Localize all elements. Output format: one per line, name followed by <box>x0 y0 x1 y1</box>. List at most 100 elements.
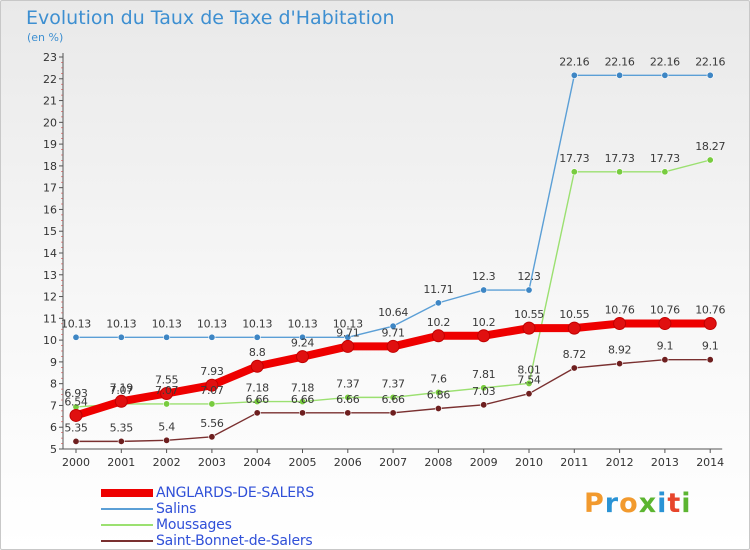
data-point <box>480 286 488 294</box>
data-label: 6.66 <box>291 393 315 406</box>
data-point <box>163 333 171 341</box>
data-label: 6.93 <box>64 387 88 400</box>
data-label: 10.13 <box>288 317 318 330</box>
logo-letter: i <box>657 488 668 519</box>
data-label: 10.13 <box>333 317 363 330</box>
legend-label: ANGLARDS-DE-SALERS <box>156 485 315 501</box>
y-tick-label: 19 <box>43 138 57 151</box>
data-point <box>661 71 669 79</box>
data-point <box>208 400 216 408</box>
data-label: 10.13 <box>242 317 272 330</box>
logo-letter: r <box>604 488 620 519</box>
data-label: 7.07 <box>200 384 224 397</box>
data-point <box>205 378 219 392</box>
data-label: 22.16 <box>695 55 725 68</box>
data-point <box>341 339 355 353</box>
y-tick-label: 7 <box>50 399 57 412</box>
data-label: 10.13 <box>61 317 91 330</box>
data-point <box>525 390 533 398</box>
data-label: 10.13 <box>106 317 136 330</box>
y-tick-label: 23 <box>43 51 57 64</box>
data-point <box>253 333 261 341</box>
y-tick-label: 20 <box>43 116 57 129</box>
data-point <box>525 379 533 387</box>
data-point <box>163 436 171 444</box>
data-label: 5.4 <box>158 420 175 433</box>
legend-item: Moussages <box>101 517 314 533</box>
y-tick-label: 18 <box>43 160 57 173</box>
data-point <box>72 437 80 445</box>
data-label: 7.18 <box>246 382 270 395</box>
data-label: 9.24 <box>291 337 315 350</box>
y-tick-label: 12 <box>43 291 57 304</box>
data-label: 10.55 <box>559 308 589 321</box>
data-point <box>296 350 309 364</box>
data-label: 6.66 <box>246 393 270 406</box>
data-label: 7.37 <box>336 377 360 390</box>
data-point <box>298 398 306 406</box>
data-point <box>567 321 581 335</box>
data-label: 18.27 <box>695 140 725 153</box>
data-label: 10.55 <box>514 308 544 321</box>
data-point <box>117 333 125 341</box>
data-label: 7.81 <box>472 368 495 381</box>
logo-letter: P <box>584 488 605 519</box>
data-label: 10.76 <box>650 304 680 317</box>
x-tick-label: 2011 <box>560 456 588 469</box>
data-point <box>344 409 352 417</box>
data-point <box>160 386 174 400</box>
data-point <box>477 329 491 343</box>
legend-swatch <box>101 540 153 542</box>
chart-title: Evolution du Taux de Taxe d'Habitation <box>26 7 395 29</box>
legend: ANGLARDS-DE-SALERS Salins Moussages Saint-B… <box>101 485 314 549</box>
data-label: 22.16 <box>605 55 635 68</box>
y-tick-label: 10 <box>43 334 57 347</box>
x-tick-label: 2000 <box>62 456 90 469</box>
data-label: 7.07 <box>110 384 134 397</box>
data-label: 10.76 <box>605 304 635 317</box>
x-tick-label: 2005 <box>289 456 317 469</box>
data-label: 6.66 <box>381 393 405 406</box>
data-point <box>616 360 624 368</box>
x-tick-label: 2007 <box>379 456 407 469</box>
logo-letter: x <box>638 488 658 519</box>
data-label: 7.55 <box>155 373 179 386</box>
series-line <box>75 74 711 338</box>
data-label: 12.3 <box>472 270 496 283</box>
legend-item: Salins <box>101 501 314 517</box>
data-label: 7.03 <box>472 385 496 398</box>
data-point <box>570 71 578 79</box>
data-label: 9.1 <box>657 340 674 353</box>
data-point <box>208 333 216 341</box>
proxiti-logo: Proxiti <box>584 488 692 519</box>
data-label: 5.35 <box>64 421 88 434</box>
data-label: 10.76 <box>695 304 725 317</box>
data-label: 5.35 <box>110 421 134 434</box>
data-point <box>706 356 714 364</box>
data-point <box>69 408 83 422</box>
data-point <box>250 359 264 373</box>
data-label: 10.13 <box>197 317 227 330</box>
data-point <box>431 329 445 343</box>
data-point <box>344 393 352 401</box>
data-point <box>389 322 397 330</box>
data-point <box>570 168 578 176</box>
legend-swatch <box>101 524 153 526</box>
data-point <box>389 393 397 401</box>
data-label: 17.73 <box>605 152 635 165</box>
data-point <box>661 168 669 176</box>
y-tick-label: 22 <box>43 73 57 86</box>
data-label: 10.2 <box>472 316 495 329</box>
data-point <box>298 409 306 417</box>
data-label: 8.01 <box>517 363 540 376</box>
data-point <box>114 394 128 408</box>
logo-letter: o <box>619 488 639 519</box>
data-point <box>616 168 624 176</box>
logo-letter: i <box>681 488 692 519</box>
y-tick-label: 21 <box>43 95 57 108</box>
data-label: 7.93 <box>200 365 224 378</box>
data-point <box>570 364 578 372</box>
data-point <box>208 433 216 441</box>
data-label: 8.72 <box>563 348 586 361</box>
